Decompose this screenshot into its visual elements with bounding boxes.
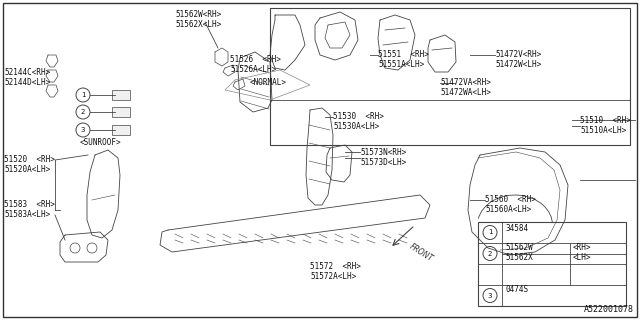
Text: <LH>: <LH>: [573, 253, 591, 262]
Text: 51551  <RH>: 51551 <RH>: [378, 50, 429, 59]
Text: 1: 1: [81, 92, 85, 98]
Text: 51510A<LH>: 51510A<LH>: [580, 126, 627, 135]
Bar: [478, 222, 626, 306]
Text: 51573D<LH>: 51573D<LH>: [360, 158, 406, 167]
Bar: [112, 90, 130, 100]
Bar: [112, 125, 130, 135]
Text: 51562W: 51562W: [505, 243, 532, 252]
Text: 51572  <RH>: 51572 <RH>: [310, 262, 361, 271]
Text: 51583  <RH>: 51583 <RH>: [4, 200, 55, 209]
Text: 51551A<LH>: 51551A<LH>: [378, 60, 424, 69]
Bar: [112, 107, 130, 117]
Text: 2: 2: [81, 109, 85, 115]
Text: A522001078: A522001078: [584, 305, 634, 314]
Text: 0474S: 0474S: [505, 285, 528, 294]
Text: 51562X<LH>: 51562X<LH>: [175, 20, 221, 29]
Text: 3: 3: [81, 127, 85, 133]
Text: 1: 1: [488, 229, 492, 236]
Text: 51520A<LH>: 51520A<LH>: [4, 165, 51, 174]
Text: 51530  <RH>: 51530 <RH>: [333, 112, 384, 121]
Text: 51573N<RH>: 51573N<RH>: [360, 148, 406, 157]
Text: 51472V<RH>: 51472V<RH>: [495, 50, 541, 59]
Text: 51526  <RH>: 51526 <RH>: [230, 55, 281, 64]
Text: 51472W<LH>: 51472W<LH>: [495, 60, 541, 69]
Text: 3: 3: [488, 292, 492, 299]
Text: 51472VA<RH>: 51472VA<RH>: [440, 78, 491, 87]
Text: 51562W<RH>: 51562W<RH>: [175, 10, 221, 19]
Text: 51510  <RH>: 51510 <RH>: [580, 116, 631, 125]
Text: <RH>: <RH>: [573, 243, 591, 252]
Text: <NORMAL>: <NORMAL>: [250, 78, 287, 87]
Text: 51562X: 51562X: [505, 253, 532, 262]
Text: 51583A<LH>: 51583A<LH>: [4, 210, 51, 219]
Text: 52144D<LH>: 52144D<LH>: [4, 78, 51, 87]
Text: 52144C<RH>: 52144C<RH>: [4, 68, 51, 77]
Text: 51472WA<LH>: 51472WA<LH>: [440, 88, 491, 97]
Text: <SUNROOF>: <SUNROOF>: [80, 138, 122, 147]
Text: 51526A<LH>: 51526A<LH>: [230, 65, 276, 74]
Text: 51560A<LH>: 51560A<LH>: [485, 205, 531, 214]
Text: 51530A<LH>: 51530A<LH>: [333, 122, 380, 131]
Text: 51572A<LH>: 51572A<LH>: [310, 272, 356, 281]
Text: 2: 2: [488, 251, 492, 257]
Text: 51560  <RH>: 51560 <RH>: [485, 195, 536, 204]
Text: FRONT: FRONT: [408, 242, 435, 263]
Text: 34584: 34584: [505, 224, 528, 233]
Text: 51520  <RH>: 51520 <RH>: [4, 155, 55, 164]
